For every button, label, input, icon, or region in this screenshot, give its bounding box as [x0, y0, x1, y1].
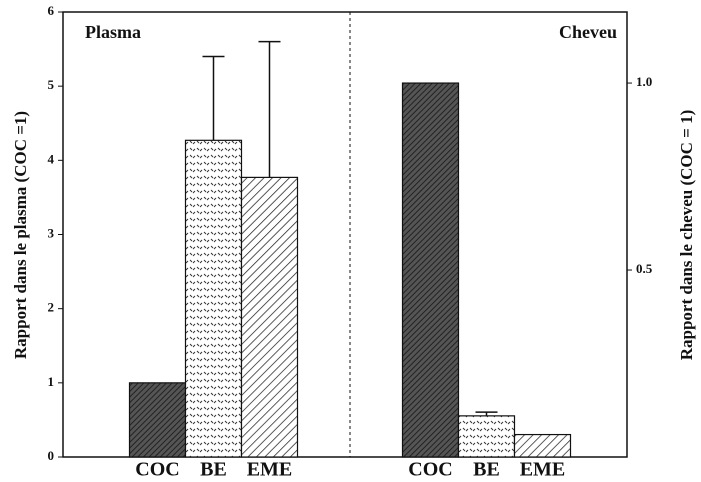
y-tick-label: 1.0 — [636, 74, 652, 89]
error-bar — [202, 55, 225, 141]
y-tick-label: 0.5 — [636, 261, 653, 276]
bar — [513, 433, 572, 458]
y-tick-label: 6 — [48, 3, 55, 18]
x-tick-label: BE — [473, 459, 500, 481]
bar — [184, 139, 243, 458]
y-axis-label: Rapport dans le cheveu (COC = 1) — [677, 110, 696, 361]
x-tick-label: EME — [247, 459, 293, 481]
y-tick-label: 1 — [48, 374, 55, 389]
x-tick-label: COC — [408, 459, 452, 481]
panel-title: Plasma — [85, 22, 141, 42]
x-tick-label: BE — [200, 459, 227, 481]
bar — [128, 382, 187, 458]
y-tick-label: 4 — [48, 151, 55, 166]
bar — [457, 415, 516, 458]
y-axis-label: Rapport dans le plasma (COC =1) — [11, 111, 30, 359]
panel-title: Cheveu — [559, 22, 617, 42]
bar — [240, 176, 299, 458]
x-tick-label: COC — [135, 459, 179, 481]
y-tick-label: 3 — [48, 225, 55, 240]
y-tick-label: 0 — [48, 448, 55, 463]
error-bar — [258, 40, 281, 178]
bar — [401, 82, 460, 458]
y-tick-label: 5 — [48, 77, 55, 92]
error-bar — [475, 411, 498, 416]
x-tick-label: EME — [520, 459, 566, 481]
y-tick-label: 2 — [48, 300, 55, 315]
